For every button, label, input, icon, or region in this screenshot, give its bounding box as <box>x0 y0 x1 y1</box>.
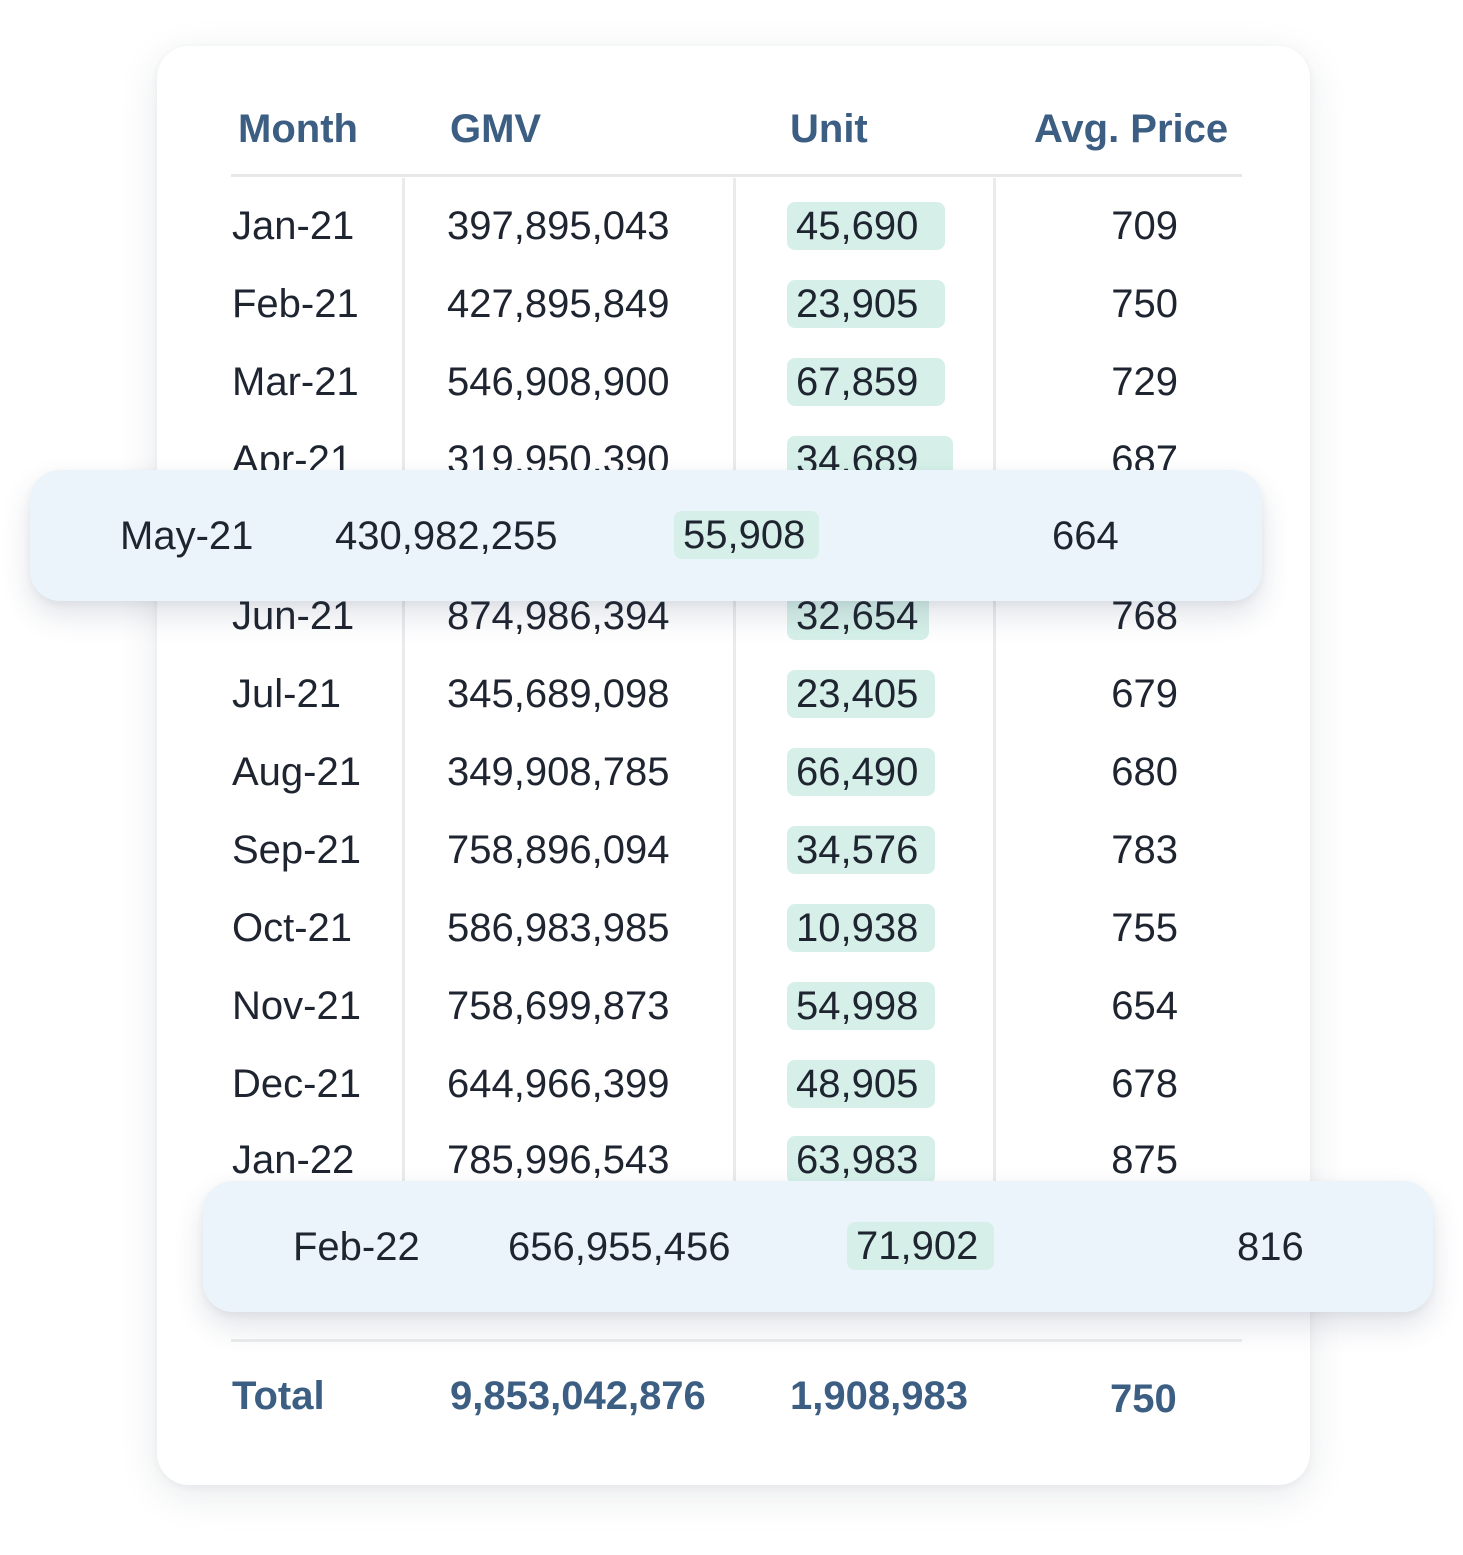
row-avg-price: 875 <box>1111 1138 1178 1182</box>
row-month: Jan-21 <box>232 204 355 248</box>
total-divider <box>231 1339 1242 1342</box>
row-month: Sep-21 <box>232 828 361 872</box>
row-month: Dec-21 <box>232 1062 361 1106</box>
row-gmv: 430,982,255 <box>335 514 558 558</box>
header-divider <box>231 174 1242 177</box>
unit-badge: 55,908 <box>674 511 819 559</box>
row-month: Jun-21 <box>232 594 355 638</box>
row-gmv: 427,895,849 <box>447 282 670 326</box>
row-month: May-21 <box>120 514 254 558</box>
row-gmv: 397,895,043 <box>447 204 670 248</box>
unit-badge: 71,902 <box>847 1222 994 1270</box>
row-avg-price: 664 <box>1052 514 1119 558</box>
row-gmv: 758,699,873 <box>447 984 670 1028</box>
row-gmv: 785,996,543 <box>447 1138 670 1182</box>
unit-badge: 48,905 <box>787 1060 935 1108</box>
row-gmv: 349,908,785 <box>447 750 670 794</box>
unit-badge: 45,690 <box>787 202 945 250</box>
row-avg-price: 709 <box>1111 204 1178 248</box>
row-month: Aug-21 <box>232 750 361 794</box>
row-gmv: 546,908,900 <box>447 360 670 404</box>
row-avg-price: 679 <box>1111 672 1178 716</box>
unit-badge: 10,938 <box>787 904 935 952</box>
row-avg-price: 654 <box>1111 984 1178 1028</box>
row-month: Feb-22 <box>293 1225 420 1269</box>
total-unit: 1,908,983 <box>790 1374 968 1418</box>
row-gmv: 345,689,098 <box>447 672 670 716</box>
row-avg-price: 755 <box>1111 906 1178 950</box>
row-avg-price: 816 <box>1237 1225 1304 1269</box>
row-avg-price: 750 <box>1111 282 1178 326</box>
row-month: Feb-21 <box>232 282 359 326</box>
column-header-month[interactable]: Month <box>238 107 358 151</box>
unit-badge: 54,998 <box>787 982 935 1030</box>
column-divider <box>993 178 996 1182</box>
row-avg-price: 729 <box>1111 360 1178 404</box>
row-avg-price: 768 <box>1111 594 1178 638</box>
row-avg-price: 783 <box>1111 828 1178 872</box>
total-gmv: 9,853,042,876 <box>450 1374 706 1418</box>
highlighted-row[interactable]: Feb-22 656,955,456 71,902 816 <box>203 1181 1433 1312</box>
unit-badge: 34,576 <box>787 826 935 874</box>
row-avg-price: 680 <box>1111 750 1178 794</box>
row-gmv: 656,955,456 <box>508 1225 731 1269</box>
unit-badge: 67,859 <box>787 358 945 406</box>
column-header-gmv[interactable]: GMV <box>450 107 542 151</box>
row-month: Mar-21 <box>232 360 359 404</box>
total-avg-price: 750 <box>1110 1377 1177 1421</box>
row-gmv: 758,896,094 <box>447 828 670 872</box>
column-divider <box>402 178 405 1182</box>
row-avg-price: 678 <box>1111 1062 1178 1106</box>
unit-badge: 23,905 <box>787 280 945 328</box>
column-header-avg-price[interactable]: Avg. Price <box>1034 107 1229 151</box>
row-gmv: 874,986,394 <box>447 594 670 638</box>
row-month: Jan-22 <box>232 1138 355 1182</box>
unit-badge: 23,405 <box>787 670 935 718</box>
row-gmv: 644,966,399 <box>447 1062 670 1106</box>
row-month: Oct-21 <box>232 906 353 950</box>
highlighted-row[interactable]: May-21 430,982,255 55,908 664 <box>30 470 1262 601</box>
column-divider <box>733 178 736 1182</box>
row-month: Jul-21 <box>232 672 341 716</box>
unit-badge: 63,983 <box>787 1136 935 1184</box>
column-header-unit[interactable]: Unit <box>790 107 868 151</box>
row-month: Nov-21 <box>232 984 361 1028</box>
row-gmv: 586,983,985 <box>447 906 670 950</box>
unit-badge: 66,490 <box>787 748 935 796</box>
total-label: Total <box>232 1374 325 1418</box>
